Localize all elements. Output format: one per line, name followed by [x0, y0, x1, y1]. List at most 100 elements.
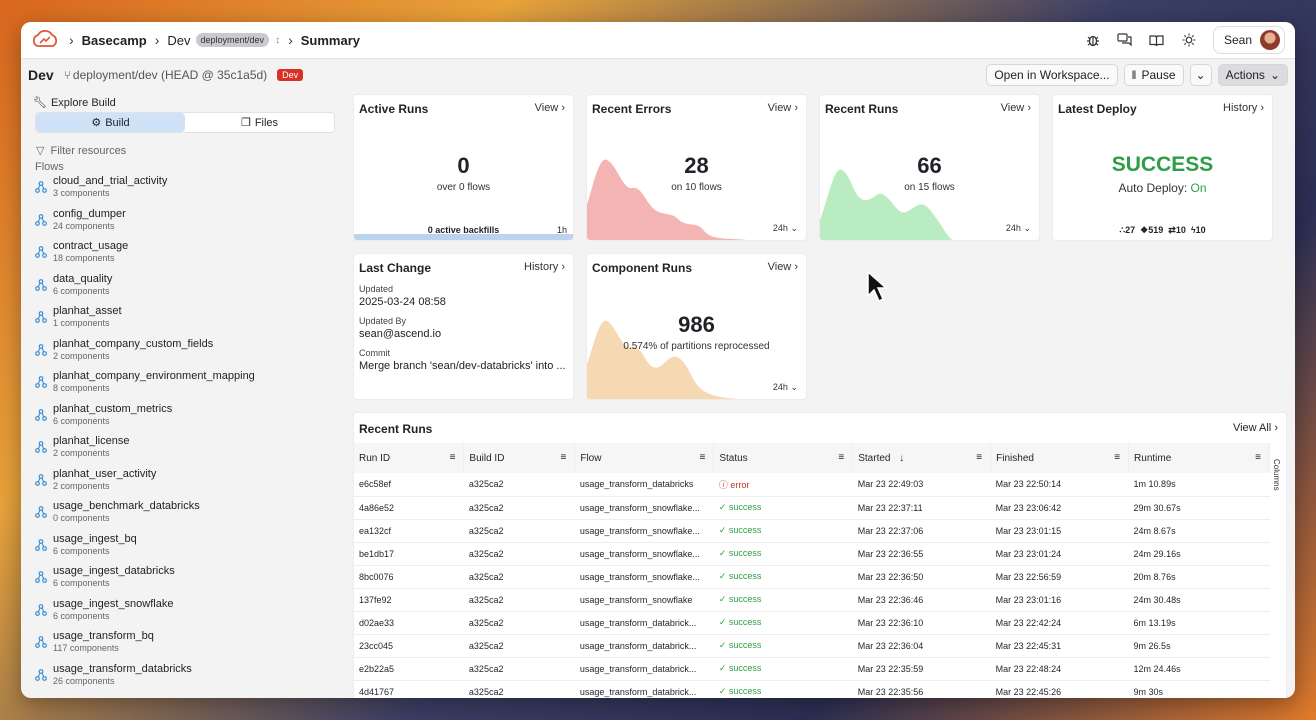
flow-item[interactable]: usage_ingest_databricks 6 components — [35, 563, 336, 596]
table-row[interactable]: 8bc0076 a325ca2 usage_transform_snowflake.… — [354, 565, 1270, 588]
table-row[interactable]: be1db17 a325ca2 usage_transform_snowflake.… — [354, 542, 1270, 565]
sun-icon[interactable] — [1181, 32, 1197, 48]
cell-text: a325ca2 — [468, 525, 504, 536]
column-filter-icon[interactable]: ≡ — [560, 452, 567, 463]
cell-text: usage_transform_snowflake... — [579, 571, 700, 582]
bug-icon[interactable] — [1085, 32, 1101, 48]
table-row[interactable]: e2b22a5 a325ca2 usage_transform_databrick.… — [354, 657, 1270, 680]
table-row[interactable]: 4d41767 a325ca2 usage_transform_databrick.… — [354, 680, 1270, 698]
sort-desc-icon[interactable]: ↓ — [899, 452, 905, 464]
pause-dropdown-button[interactable]: ⌄ — [1189, 64, 1212, 86]
last-change-history-link[interactable]: History › — [524, 261, 565, 273]
cell-text: Mar 23 22:48:24 — [995, 663, 1062, 674]
flow-item[interactable]: usage_transform_databricks 26 components — [35, 661, 336, 694]
table-cell: a325ca2 — [464, 473, 575, 496]
column-filter-icon[interactable]: ≡ — [976, 452, 983, 463]
recent-errors-view-link[interactable]: View › — [767, 102, 798, 114]
column-header[interactable]: Started ↓ ≡ — [852, 443, 992, 473]
column-header[interactable]: Runtime ≡ — [1128, 443, 1270, 473]
error-icon: ⓘ — [718, 479, 728, 490]
column-filter-icon[interactable]: ≡ — [449, 452, 456, 463]
column-header[interactable]: Status ≡ — [713, 443, 854, 473]
column-filter-icon[interactable]: ≡ — [838, 452, 845, 463]
flow-item[interactable]: planhat_license 2 components — [35, 433, 336, 466]
table-cell: ea132cf — [354, 519, 464, 542]
flow-item[interactable]: usage_ingest_bq 6 components — [35, 531, 336, 564]
table-row[interactable]: ea132cf a325ca2 usage_transform_snowflake.… — [354, 519, 1270, 542]
column-filter-icon[interactable]: ≡ — [1255, 452, 1261, 463]
component-runs-range[interactable]: 24h ⌄ — [772, 382, 798, 392]
recent-runs-range[interactable]: 24h ⌄ — [1005, 223, 1031, 233]
latest-deploy-history-link[interactable]: History › — [1223, 102, 1264, 114]
book-icon[interactable] — [1149, 32, 1165, 48]
table-row[interactable]: e6c58ef a325ca2 usage_transform_databricks… — [354, 473, 1270, 496]
recent-runs-title: Recent Runs — [359, 422, 433, 436]
user-menu-button[interactable]: Sean — [1212, 26, 1285, 54]
component-runs-view-link[interactable]: View › — [767, 261, 798, 273]
flow-item[interactable]: planhat_custom_metrics 6 components — [35, 401, 336, 434]
cell-text: a325ca2 — [468, 686, 504, 697]
tab-build[interactable]: ⚙ Build — [36, 113, 185, 132]
columns-toggle[interactable]: Columns — [1268, 443, 1286, 593]
check-circle-icon: ✓︎ — [718, 525, 727, 535]
column-header[interactable]: Run ID ≡ — [354, 443, 465, 473]
breadcrumb-basecamp[interactable]: Basecamp — [81, 32, 147, 48]
tab-build-label: Build — [105, 116, 130, 129]
cell-text: 8bc0076 — [359, 571, 394, 582]
table-cell: Mar 23 22:35:59 — [853, 657, 991, 680]
table-cell: ✓︎ success — [714, 496, 853, 519]
chat-icon[interactable] — [1117, 32, 1133, 48]
cell-text: Mar 23 22:42:24 — [995, 617, 1062, 628]
component-runs-sparkline — [587, 320, 737, 399]
table-cell: Mar 23 22:45:26 — [991, 680, 1129, 698]
flow-list: cloud_and_trial_activity 3 components conf… — [31, 173, 336, 693]
filter-resources-input[interactable]: ▽ Filter resources — [36, 144, 336, 158]
column-filter-icon[interactable]: ≡ — [699, 452, 706, 463]
open-in-workspace-button[interactable]: Open in Workspace... — [986, 64, 1118, 86]
breadcrumb-dev[interactable]: Dev — [167, 32, 191, 48]
recent-runs-view-link[interactable]: View › — [1000, 102, 1031, 114]
flow-component-count: 26 components — [53, 675, 115, 686]
table-row[interactable]: 4a86e52 a325ca2 usage_transform_snowflake.… — [354, 496, 1270, 519]
flow-item[interactable]: usage_ingest_snowflake 6 components — [35, 596, 336, 629]
flow-item[interactable]: data_quality 6 components — [35, 271, 336, 304]
flow-component-count: 18 components — [53, 253, 115, 263]
chevron-updown-icon[interactable]: ↕ — [275, 34, 281, 46]
flow-item[interactable]: planhat_company_environment_mapping 8 com… — [35, 368, 336, 401]
commit-label: Commit — [359, 348, 390, 358]
flow-item[interactable]: planhat_user_activity 2 components — [35, 466, 336, 499]
active-runs-range[interactable]: 1h — [556, 225, 567, 235]
pause-button[interactable]: ‖ Pause — [1123, 64, 1184, 86]
ascend-logo-icon[interactable] — [31, 28, 61, 52]
table-row[interactable]: 137fe92 a325ca2 usage_transform_snowflake ✓… — [354, 588, 1270, 611]
cell-text: Mar 23 22:56:59 — [995, 571, 1062, 582]
flow-item[interactable]: planhat_asset 1 components — [35, 303, 336, 336]
active-runs-view-link[interactable]: View › — [534, 102, 565, 114]
flow-item[interactable]: planhat_company_custom_fields 2 component… — [35, 336, 336, 369]
tab-files[interactable]: ❐ Files — [185, 113, 334, 132]
cell-text: Mar 23 22:36:46 — [857, 594, 924, 605]
table-row[interactable]: 23cc045 a325ca2 usage_transform_databrick.… — [354, 634, 1270, 657]
explore-build-label: Explore Build — [50, 96, 116, 109]
deployment-tag: deployment/dev — [195, 33, 270, 47]
flow-component-count: 117 components — [53, 643, 119, 653]
flow-item[interactable]: contract_usage 18 components — [35, 238, 336, 271]
view-all-link[interactable]: View All › — [1232, 422, 1278, 434]
cell-text: usage_transform_snowflake... — [579, 525, 700, 536]
check-circle-icon: ✓︎ — [718, 548, 727, 558]
cell-text: Mar 23 22:37:11 — [857, 502, 923, 513]
flow-item[interactable]: usage_benchmark_databricks 0 components — [35, 498, 336, 531]
column-header[interactable]: Finished ≡ — [990, 443, 1130, 473]
environment-bar: Dev ⑂ deployment/dev (HEAD @ 35c1a5d) De… — [21, 59, 1295, 91]
table-cell: d02ae33 — [354, 611, 464, 634]
flow-item[interactable]: cloud_and_trial_activity 3 components — [35, 173, 336, 206]
table-row[interactable]: d02ae33 a325ca2 usage_transform_databrick.… — [354, 611, 1270, 634]
recent-errors-range[interactable]: 24h ⌄ — [772, 223, 798, 233]
actions-button[interactable]: Actions ⌄ — [1217, 64, 1288, 86]
flow-item[interactable]: config_dumper 24 components — [35, 206, 336, 239]
column-filter-icon[interactable]: ≡ — [1114, 452, 1121, 463]
column-header[interactable]: Flow ≡ — [574, 443, 715, 473]
last-change-details: Updated 2025-03-24 08:58 Updated By sean… — [359, 284, 569, 372]
column-header[interactable]: Build ID ≡ — [463, 443, 576, 473]
flow-item[interactable]: usage_transform_bq 117 components — [35, 628, 336, 661]
